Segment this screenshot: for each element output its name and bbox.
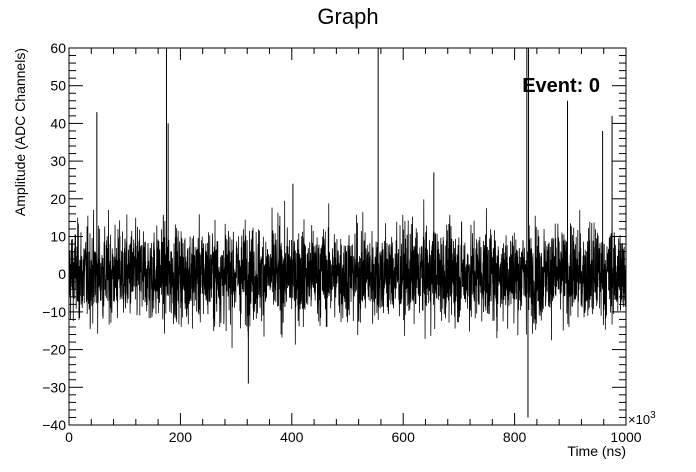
y-tick-label: 30 [50, 153, 66, 169]
x-tick-label: 400 [280, 429, 304, 445]
y-axis: −40 −30 −20 −10 0 10 20 30 40 50 60 [42, 40, 626, 433]
y-tick-label: −20 [42, 342, 66, 358]
y-tick-label: 20 [50, 191, 66, 207]
y-tick-label: 40 [50, 115, 66, 131]
waveform-line [68, 199, 627, 348]
y-tick-label: 60 [50, 40, 66, 56]
y-tick-label: −30 [42, 379, 66, 395]
x-tick-label: 0 [65, 429, 73, 445]
x-axis-label: Time (ns) [567, 443, 626, 459]
y-tick-label: −10 [42, 304, 66, 320]
y-axis-label: Amplitude (ADC Channels) [12, 48, 28, 216]
x-tick-label: 1000 [610, 429, 641, 445]
waveform-trace [68, 199, 627, 348]
event-annotation: Event: 0 [522, 75, 600, 97]
x-tick-label: 600 [392, 429, 416, 445]
x-axis-exponent-power: 3 [650, 410, 656, 421]
x-tick-label: 800 [503, 429, 527, 445]
y-tick-label: 50 [50, 78, 66, 94]
chart-title: Graph [317, 4, 378, 29]
spike-layer [96, 48, 613, 418]
y-tick-label: −40 [42, 417, 66, 433]
plot-frame [68, 47, 627, 426]
x-tick-label: 200 [169, 429, 193, 445]
x-axis: 0 200 400 600 800 1000 [65, 48, 642, 445]
y-tick-label: 0 [58, 266, 66, 282]
y-tick-label: 10 [50, 229, 66, 245]
x-axis-exponent: ×103 [628, 410, 656, 427]
